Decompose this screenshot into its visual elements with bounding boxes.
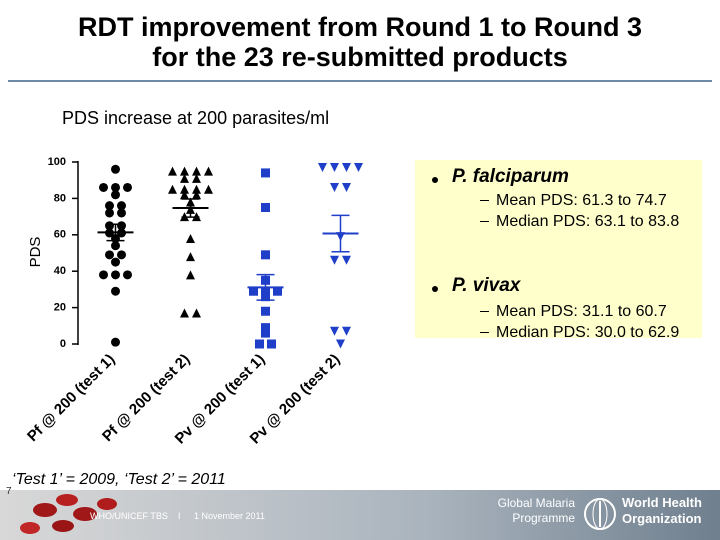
point — [123, 182, 132, 192]
y-tick-label: 0 — [60, 338, 66, 350]
bullet-label: P. vivax — [452, 275, 521, 296]
who-logo — [584, 498, 616, 530]
point — [330, 255, 339, 265]
programme: Global Malaria — [497, 496, 575, 510]
point — [330, 326, 339, 336]
point — [342, 255, 351, 265]
y-tick-label: 60 — [54, 229, 66, 241]
org-name: World Health — [622, 495, 702, 510]
y-axis-label: PDS — [27, 237, 44, 268]
point — [267, 339, 276, 349]
point — [192, 173, 201, 183]
point — [255, 339, 264, 349]
point — [111, 286, 120, 296]
point — [273, 286, 282, 296]
point — [99, 182, 108, 192]
point — [261, 203, 270, 212]
point — [111, 164, 120, 174]
point — [318, 162, 327, 172]
bullet-item: Median PDS: 30.0 to 62.9 — [496, 324, 680, 341]
footer: 7 WHO/UNICEF TBS I 1 November 2011 Globa… — [0, 486, 720, 540]
point — [111, 241, 120, 251]
point — [180, 184, 189, 194]
note: ‘Test 1’ = 2009, ‘Test 2’ = 2011 — [12, 471, 226, 488]
dash — [480, 200, 489, 201]
point — [117, 201, 126, 211]
point — [105, 208, 114, 218]
footer-date: 1 November 2011 — [194, 511, 265, 521]
bullet-item: Mean PDS: 61.3 to 74.7 — [496, 192, 667, 209]
point — [111, 270, 120, 280]
point — [330, 182, 339, 192]
point — [168, 166, 177, 176]
point — [117, 221, 126, 231]
title-rule — [8, 80, 712, 82]
bullet-item: Median PDS: 63.1 to 83.8 — [496, 213, 680, 230]
point — [342, 182, 351, 192]
point — [192, 184, 201, 194]
dash — [480, 311, 489, 312]
point — [204, 166, 213, 176]
point — [192, 308, 201, 318]
point — [261, 328, 270, 338]
point — [117, 250, 126, 260]
page-number: 7 — [6, 486, 12, 497]
footer-event: WHO/UNICEF TBS — [90, 511, 168, 521]
point — [342, 162, 351, 172]
point — [168, 184, 177, 194]
y-tick-label: 100 — [48, 156, 66, 168]
point — [204, 184, 213, 194]
point — [180, 166, 189, 176]
point — [261, 168, 270, 178]
point — [192, 166, 201, 176]
slide-title: RDT improvement from Round 1 to Round 3 — [78, 12, 642, 42]
point — [123, 270, 132, 280]
point — [330, 162, 339, 172]
point — [105, 250, 114, 260]
dash — [480, 221, 489, 222]
point — [105, 201, 114, 211]
bullet-box — [415, 160, 702, 338]
y-tick-label: 80 — [54, 192, 66, 204]
programme: Programme — [512, 511, 575, 525]
point — [180, 190, 189, 200]
bullet-label: P. falciparum — [452, 166, 569, 187]
dash — [480, 332, 489, 333]
point — [111, 190, 120, 200]
point — [354, 162, 363, 172]
y-tick-label: 20 — [54, 302, 66, 314]
point — [261, 323, 270, 333]
point — [99, 270, 108, 280]
point — [186, 270, 195, 280]
point — [261, 250, 270, 260]
point — [186, 233, 195, 243]
point — [342, 326, 351, 336]
bullet — [432, 177, 438, 183]
bullet — [432, 286, 438, 292]
org-name: Organization — [622, 511, 702, 526]
point — [111, 182, 120, 192]
point — [180, 173, 189, 183]
blood-cells — [20, 494, 117, 534]
point — [111, 257, 120, 267]
point — [249, 286, 258, 296]
bullet-item: Mean PDS: 31.1 to 60.7 — [496, 303, 667, 320]
footer-separator: I — [178, 511, 181, 521]
chart-title: PDS increase at 200 parasites/ml — [62, 108, 330, 128]
point — [105, 221, 114, 231]
point — [261, 306, 270, 316]
point — [192, 190, 201, 200]
point — [336, 339, 345, 349]
point — [111, 337, 120, 347]
y-tick-label: 40 — [54, 265, 66, 277]
slide-title: for the 23 re-submitted products — [152, 42, 568, 72]
point — [117, 208, 126, 218]
point — [180, 308, 189, 318]
point — [186, 252, 195, 262]
